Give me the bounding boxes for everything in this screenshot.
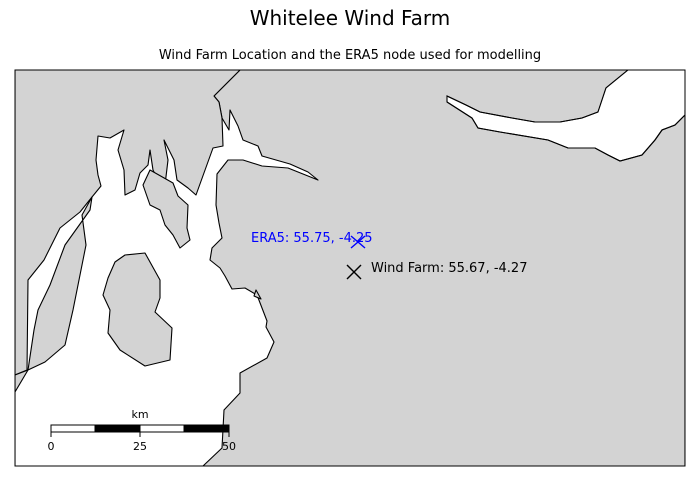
scale-bar-unit: km [131, 408, 148, 421]
scale-tick-0: 0 [48, 440, 55, 453]
isle-of-arran [102, 252, 173, 367]
figure-title: Whitelee Wind Farm [249, 6, 451, 30]
figure-subtitle: Wind Farm Location and the ERA5 node use… [158, 48, 542, 63]
firth-coast-south [446, 101, 685, 162]
scale-tick-50: 50 [222, 440, 236, 453]
upper-left-land [15, 70, 241, 376]
coastal-islet [253, 289, 262, 300]
wind-farm-label: Wind Farm: 55.67, -4.27 [371, 261, 527, 276]
wind-farm-marker [346, 264, 362, 280]
mainland [202, 70, 685, 466]
scale-tick-25: 25 [133, 440, 147, 453]
era5-label: ERA5: 55.75, -4.25 [251, 231, 373, 246]
map-frame [14, 69, 686, 467]
map-water-layer [446, 70, 685, 162]
firth-coast-north [446, 70, 629, 123]
scale-bar: km 0 25 50 [48, 408, 237, 453]
map-land-layer [15, 70, 685, 466]
firth-water-mouth [598, 70, 685, 112]
kintyre-peninsula [15, 196, 93, 466]
era5-marker [350, 235, 366, 249]
bute-island [142, 169, 191, 249]
